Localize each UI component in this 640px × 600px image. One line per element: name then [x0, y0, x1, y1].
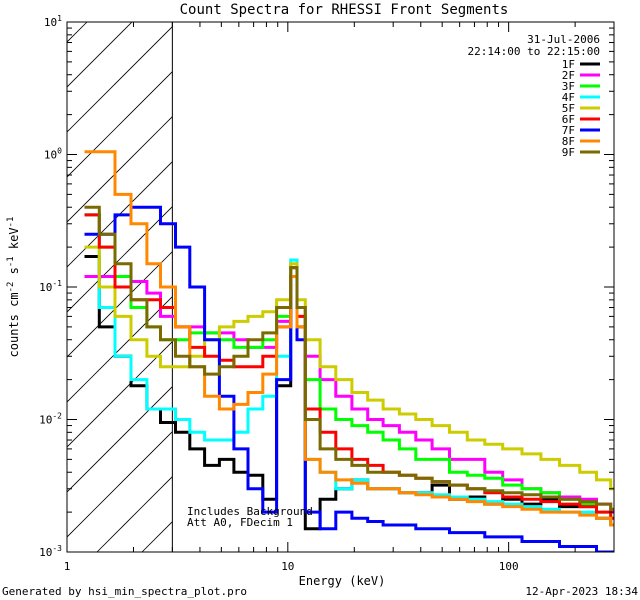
footer-generator: Generated by hsi_min_spectra_plot.pro [2, 585, 247, 598]
legend-label-1f: 1F [562, 58, 575, 71]
x-axis-label: Energy (keV) [299, 574, 386, 588]
ylabel-end: keV [7, 227, 21, 256]
legend-label-2f: 2F [562, 69, 575, 82]
ylabel-sup1: -2 [6, 282, 16, 293]
series-4f-line [84, 213, 614, 527]
hatch-line [67, 251, 173, 358]
x-tick-label: 1 [64, 560, 71, 573]
series-9f-line [84, 205, 614, 511]
date-annotation: 31-Jul-2006 [527, 33, 600, 46]
legend-label-8f: 8F [562, 135, 575, 148]
ylabel-mid: s [7, 267, 21, 281]
y-tick-label: 10-1 [39, 279, 62, 294]
hatch-line [67, 71, 173, 178]
y-tick-label: 10-2 [39, 412, 62, 427]
hatch-line [67, 386, 173, 493]
y-tick-label: 100 [44, 147, 62, 162]
ylabel-sup2: -1 [6, 256, 16, 267]
time-range-annotation: 22:14:00 to 22:15:00 [468, 45, 600, 58]
series-8f-line [84, 150, 614, 527]
hatch-line [67, 26, 173, 133]
x-tick-label: 10 [281, 560, 294, 573]
chart-title: Count Spectra for RHESSI Front Segments [180, 2, 509, 18]
legend-label-7f: 7F [562, 124, 575, 137]
series-2f-line [84, 266, 614, 514]
hatch-line [67, 206, 173, 313]
series-5f-line [84, 245, 614, 491]
ylabel-base: counts cm [7, 292, 21, 357]
y-tick-label: 101 [44, 14, 62, 29]
axis-ticks: 1 10 100 101 100 10-1 10-2 10-3 [39, 14, 615, 573]
hatch-line [67, 431, 173, 538]
background-note: Includes Background [187, 505, 313, 518]
legend-label-5f: 5F [562, 102, 575, 115]
y-tick-label: 10-3 [39, 544, 62, 559]
attenuator-note: Att A0, FDecim 1 [187, 516, 293, 529]
y-axis-label: counts cm-2 s-1 keV-1 [6, 217, 21, 358]
legend-label-6f: 6F [562, 113, 575, 126]
hatch-line [592, 22, 640, 552]
svg-text:counts cm-2 s-1 keV-1: counts cm-2 s-1 keV-1 [6, 217, 21, 358]
legend-label-9f: 9F [562, 146, 575, 159]
series-7f-line [84, 205, 614, 552]
ylabel-sup3: -1 [6, 217, 16, 228]
series-group [84, 150, 614, 552]
legend-label-4f: 4F [562, 91, 575, 104]
x-tick-label: 100 [499, 560, 519, 573]
legend-label-3f: 3F [562, 80, 575, 93]
plot-frame [66, 21, 615, 553]
footer-timestamp: 12-Apr-2023 18:34 [525, 585, 638, 598]
